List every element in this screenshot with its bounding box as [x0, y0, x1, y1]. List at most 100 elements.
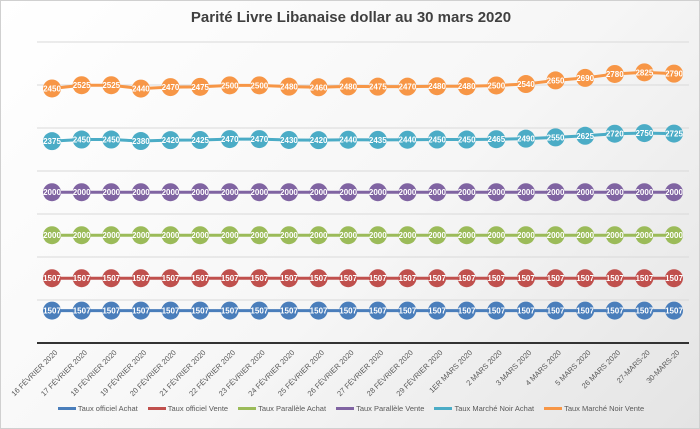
data-label: 1507	[43, 274, 61, 283]
data-label: 1507	[665, 274, 683, 283]
data-label: 2460	[310, 83, 328, 92]
chart-title: Parité Livre Libanaise dollar au 30 mars…	[190, 9, 512, 26]
data-label: 2380	[132, 137, 150, 146]
data-label: 2000	[487, 231, 505, 240]
data-point	[516, 269, 535, 288]
data-label: 2000	[102, 231, 120, 240]
data-point	[605, 301, 624, 320]
data-label: 2000	[310, 188, 328, 197]
data-point	[102, 130, 121, 149]
data-point	[220, 226, 239, 245]
data-label: 2790	[665, 70, 683, 79]
data-label: 2000	[162, 188, 180, 197]
legend-item: Taux Parallèle Achat	[238, 404, 326, 413]
data-point	[428, 269, 447, 288]
data-label: 2470	[399, 83, 417, 92]
data-point	[279, 183, 298, 202]
data-label: 2000	[191, 231, 209, 240]
data-point	[576, 301, 595, 320]
data-point	[605, 124, 624, 143]
data-point	[576, 226, 595, 245]
data-point	[72, 269, 91, 288]
data-point	[43, 132, 61, 151]
data-point	[457, 183, 476, 202]
data-label: 2000	[73, 188, 91, 197]
data-point	[635, 226, 654, 245]
legend-swatch	[544, 407, 563, 410]
data-point	[279, 226, 298, 245]
data-label: 2490	[517, 135, 535, 144]
data-point	[487, 301, 506, 320]
data-label: 2440	[132, 85, 150, 94]
data-point	[428, 130, 447, 149]
data-point	[546, 301, 565, 320]
legend-swatch	[238, 407, 257, 410]
data-point	[665, 183, 683, 202]
data-label: 1507	[250, 274, 268, 283]
data-point	[457, 130, 476, 149]
data-label: 2420	[162, 136, 180, 145]
data-label: 1507	[635, 274, 653, 283]
data-point	[487, 76, 506, 95]
data-label: 2690	[576, 74, 594, 83]
data-point	[457, 269, 476, 288]
series-line	[51, 70, 675, 91]
data-point	[635, 63, 654, 82]
data-label: 2000	[399, 231, 417, 240]
data-point	[161, 226, 180, 245]
legend-swatch	[434, 407, 453, 410]
data-point	[161, 78, 180, 97]
data-label: 2000	[102, 188, 120, 197]
data-label: 2470	[250, 135, 268, 144]
data-label: 2500	[487, 81, 505, 90]
data-point	[131, 226, 150, 245]
data-label: 2000	[132, 231, 150, 240]
data-point	[339, 226, 358, 245]
data-label: 1507	[132, 307, 150, 316]
data-point	[43, 301, 61, 320]
data-label: 2000	[310, 231, 328, 240]
data-label: 1507	[576, 307, 594, 316]
data-point	[102, 183, 121, 202]
data-point	[368, 269, 387, 288]
data-label: 2440	[399, 136, 417, 145]
data-point	[131, 301, 150, 320]
data-label: 2000	[517, 231, 535, 240]
data-point	[279, 301, 298, 320]
data-point	[250, 130, 269, 149]
data-point	[516, 129, 535, 148]
data-label: 1507	[280, 307, 298, 316]
data-label: 1507	[339, 307, 357, 316]
data-point	[339, 301, 358, 320]
data-point	[368, 226, 387, 245]
data-point	[368, 130, 387, 149]
data-point	[191, 301, 210, 320]
data-point	[576, 183, 595, 202]
data-label: 1507	[221, 307, 239, 316]
data-label: 2000	[280, 188, 298, 197]
data-point	[102, 76, 121, 95]
data-label: 2375	[43, 137, 61, 146]
data-point	[546, 226, 565, 245]
data-label: 2625	[576, 132, 594, 141]
data-label: 1507	[547, 307, 565, 316]
data-label: 2750	[635, 129, 653, 138]
data-point	[220, 301, 239, 320]
data-point	[516, 301, 535, 320]
data-label: 1507	[191, 307, 209, 316]
data-point	[605, 64, 624, 83]
data-label: 2825	[635, 68, 653, 77]
data-label: 2475	[369, 83, 387, 92]
data-point	[428, 77, 447, 96]
data-label: 1507	[310, 274, 328, 283]
data-point	[339, 183, 358, 202]
data-label: 2000	[221, 231, 239, 240]
data-point	[339, 77, 358, 96]
data-label: 1507	[73, 307, 91, 316]
data-label: 2470	[221, 135, 239, 144]
data-point	[516, 183, 535, 202]
legend-label: Taux officiel Vente	[167, 404, 229, 413]
data-label: 1507	[458, 274, 476, 283]
data-label: 1507	[458, 307, 476, 316]
